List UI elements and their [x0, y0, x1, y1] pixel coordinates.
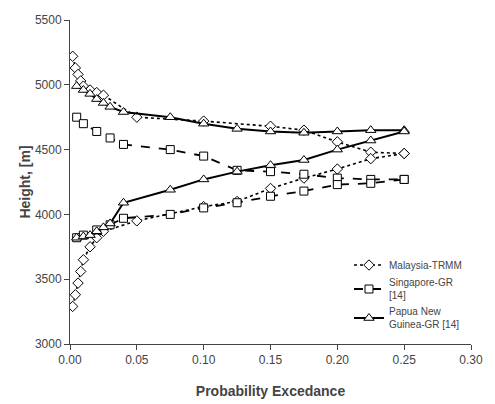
svg-text:Height, [m]: Height, [m] — [17, 145, 33, 218]
svg-text:5500: 5500 — [35, 13, 62, 27]
svg-text:0.20: 0.20 — [326, 353, 350, 367]
svg-text:3500: 3500 — [35, 272, 62, 286]
svg-text:0.25: 0.25 — [392, 353, 416, 367]
svg-text:Malaysia-TRMM: Malaysia-TRMM — [389, 260, 462, 271]
svg-text:Singapore-GR[14]: Singapore-GR[14] — [389, 277, 453, 301]
svg-text:0.00: 0.00 — [58, 353, 82, 367]
svg-text:0.30: 0.30 — [459, 353, 483, 367]
svg-text:4000: 4000 — [35, 208, 62, 222]
svg-text:3000: 3000 — [35, 337, 62, 351]
svg-text:Papua NewGuinea-GR [14]: Papua NewGuinea-GR [14] — [389, 306, 459, 330]
svg-text:Probability Excedance: Probability Excedance — [196, 383, 346, 399]
svg-text:0.15: 0.15 — [259, 353, 283, 367]
svg-text:0.05: 0.05 — [125, 353, 149, 367]
svg-text:0.10: 0.10 — [192, 353, 216, 367]
svg-text:4500: 4500 — [35, 143, 62, 157]
svg-text:5000: 5000 — [35, 78, 62, 92]
